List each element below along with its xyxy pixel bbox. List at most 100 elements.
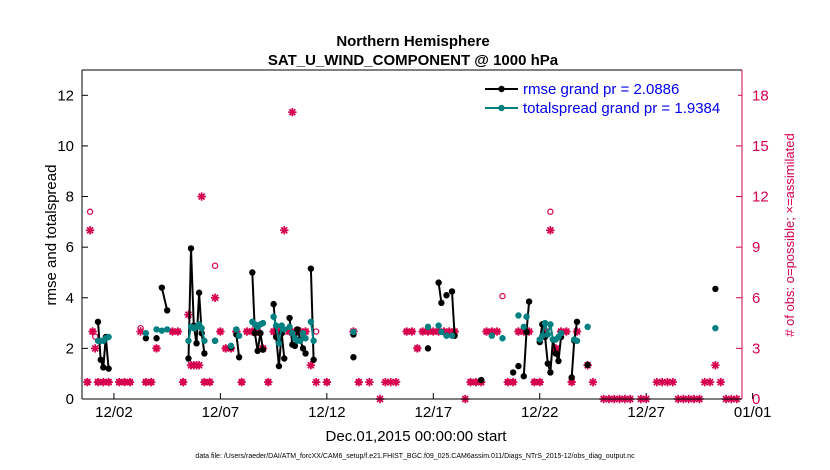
totalspread-point (424, 323, 432, 331)
obs-assimilated-marker (668, 377, 678, 387)
rmse-point (142, 335, 150, 342)
rmse-point (100, 364, 107, 371)
y-axis-right-label: # of obs: o=possible; ×=assimilated (782, 133, 797, 336)
obs-assimilated-marker (588, 377, 598, 387)
rmse-point (477, 376, 485, 384)
totalspread-point (584, 323, 591, 331)
obs-possible-marker (573, 328, 581, 335)
totalspread-point (270, 313, 277, 320)
totalspread-point (227, 342, 235, 350)
rmse-point (193, 340, 200, 347)
chart-title: Northern Hemisphere (336, 33, 489, 50)
totalspread-point (438, 328, 445, 336)
rmse-point (509, 369, 517, 376)
totalspread-point (297, 337, 304, 344)
totalspread-point (286, 323, 293, 331)
y-axis-left: 0 2 4 6 8 10 12 (57, 87, 88, 408)
y-tick-label: 12 (57, 87, 74, 104)
totalspread-point (350, 328, 357, 336)
rmse-point (350, 354, 357, 361)
totalspread-point (307, 318, 315, 326)
totalspread-point (515, 312, 522, 319)
obs-possible-marker (547, 208, 554, 215)
obs-possible-marker (355, 378, 362, 386)
obs-possible-marker (89, 328, 96, 335)
obs-assimilated-marker (546, 226, 555, 235)
y-tick-label: 0 (66, 391, 74, 408)
obs-assimilated-marker (391, 377, 401, 387)
rmse-point (448, 288, 456, 295)
obs-possible-marker (211, 262, 219, 269)
y-right-tick-label: 15 (752, 138, 769, 155)
totalspread-point (443, 332, 450, 339)
y-tick-label: 2 (66, 340, 74, 357)
legend-rmse-label: rmse grand pr = 2.0886 (523, 81, 679, 98)
rmse-point (195, 289, 203, 296)
totalspread-point (275, 340, 283, 347)
obs-possible-marker (509, 378, 517, 386)
obs-possible-marker (323, 378, 331, 386)
totalspread-point (435, 322, 442, 329)
totalspread-point (573, 337, 581, 344)
rmse-point (163, 307, 171, 314)
legend: rmse grand pr = 2.0886 totalspread grand… (476, 78, 738, 120)
totalspread-point (259, 319, 267, 327)
y-tick-label: 10 (57, 138, 74, 155)
totalspread-point (547, 321, 554, 328)
rmse-line (160, 287, 169, 311)
totalspread-point (201, 337, 208, 344)
x-tick-label: 12/07 (202, 404, 240, 421)
rmse-point (438, 299, 445, 307)
x-axis-label: Dec.01,2015 00:00:00 start (326, 428, 508, 445)
y-axis-right: 0 3 6 9 12 15 18 (736, 87, 769, 408)
totalspread-point (272, 322, 280, 329)
chart-subtitle: SAT_U_WIND_COMPONENT @ 1000 hPa (268, 52, 559, 69)
rmse-point (555, 357, 562, 365)
obs-possible-marker (91, 333, 99, 340)
rmse-point (235, 354, 243, 361)
rmse-line (235, 334, 241, 358)
legend-spread-marker (498, 104, 505, 112)
rmse-point (281, 355, 288, 362)
totalspread-point (712, 324, 719, 332)
obs-assimilated-marker (657, 377, 667, 387)
totalspread-point (281, 326, 288, 333)
rmse-point (573, 318, 581, 326)
totalspread-point (499, 335, 506, 342)
totalspread-point (302, 335, 309, 342)
totalspread-point (163, 326, 171, 333)
x-tick-label: 12/17 (415, 404, 453, 421)
totalspread-point (185, 337, 192, 344)
rmse-point (105, 365, 112, 372)
obs-possible-marker (153, 345, 160, 352)
obs-assimilated-marker (306, 361, 316, 370)
y-right-tick-label: 6 (752, 290, 760, 307)
obs-possible-marker (563, 328, 570, 335)
rmse-point (185, 355, 192, 362)
totalspread-point (153, 326, 160, 333)
totalspread-point (211, 337, 219, 344)
totalspread-point (198, 324, 205, 332)
y-axis-label: rmse and totalspread (43, 165, 60, 306)
legend-box (476, 78, 738, 120)
rmse-point (544, 360, 552, 367)
x-tick-label: 12/02 (95, 404, 133, 421)
obs-assimilated-marker (311, 377, 321, 387)
rmse-point (270, 300, 277, 308)
rmse-point (275, 362, 283, 370)
legend-rmse-marker (498, 85, 505, 93)
obs-assimilated-marker (280, 226, 289, 235)
obs-assimilated-marker (288, 107, 297, 117)
rmse-point (435, 279, 442, 286)
x-axis: 12/02 12/07 12/12 12/17 12/22 12/27 01/01 (95, 393, 771, 421)
y-right-tick-label: 18 (752, 87, 769, 104)
totalspread-point (523, 313, 530, 320)
obs-possible-marker (499, 292, 506, 300)
obs-possible-marker (238, 378, 245, 386)
obs-possible-marker (174, 328, 182, 335)
obs-possible-marker (414, 345, 421, 352)
obs-possible-marker (105, 378, 112, 386)
obs-possible-marker (536, 378, 543, 386)
rmse-point (552, 350, 559, 357)
plot-area (82, 70, 742, 399)
